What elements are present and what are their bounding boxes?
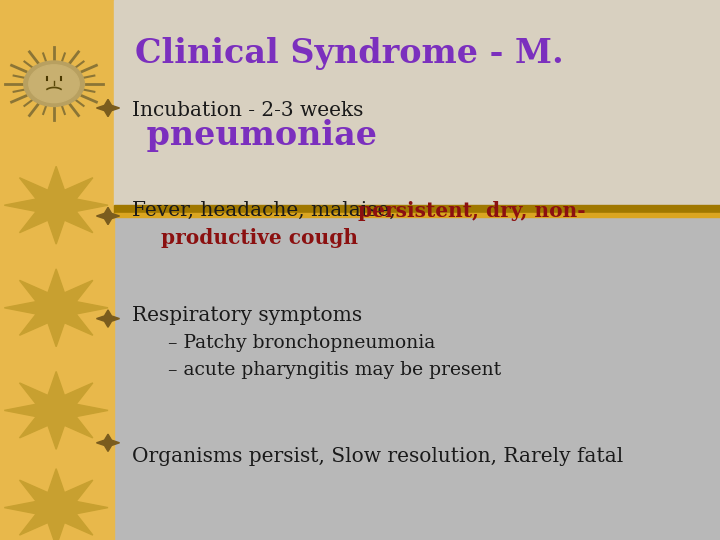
Bar	[114, 213, 720, 217]
Polygon shape	[4, 372, 108, 449]
Text: Organisms persist, Slow resolution, Rarely fatal: Organisms persist, Slow resolution, Rare…	[132, 447, 623, 466]
Bar	[114, 0, 720, 205]
Polygon shape	[96, 310, 120, 327]
Bar	[114, 205, 720, 213]
Text: Clinical Syndrome - M.: Clinical Syndrome - M.	[135, 37, 564, 71]
Circle shape	[24, 61, 84, 106]
Text: Respiratory symptoms: Respiratory symptoms	[132, 306, 362, 326]
Polygon shape	[96, 207, 120, 225]
Polygon shape	[96, 434, 120, 451]
Polygon shape	[4, 469, 108, 540]
Polygon shape	[96, 99, 120, 117]
Text: Incubation - 2-3 weeks: Incubation - 2-3 weeks	[132, 101, 363, 120]
Bar	[0, 0, 114, 540]
Polygon shape	[4, 166, 108, 244]
Text: pneumoniae: pneumoniae	[135, 118, 377, 152]
Circle shape	[29, 65, 79, 103]
Text: productive cough: productive cough	[161, 227, 358, 248]
Text: persistent, dry, non-: persistent, dry, non-	[358, 200, 585, 221]
Text: Fever, headache, malaise,: Fever, headache, malaise,	[132, 201, 402, 220]
Text: – acute pharyngitis may be present: – acute pharyngitis may be present	[168, 361, 501, 379]
Polygon shape	[4, 269, 108, 347]
Text: – Patchy bronchopneumonia: – Patchy bronchopneumonia	[168, 334, 435, 352]
